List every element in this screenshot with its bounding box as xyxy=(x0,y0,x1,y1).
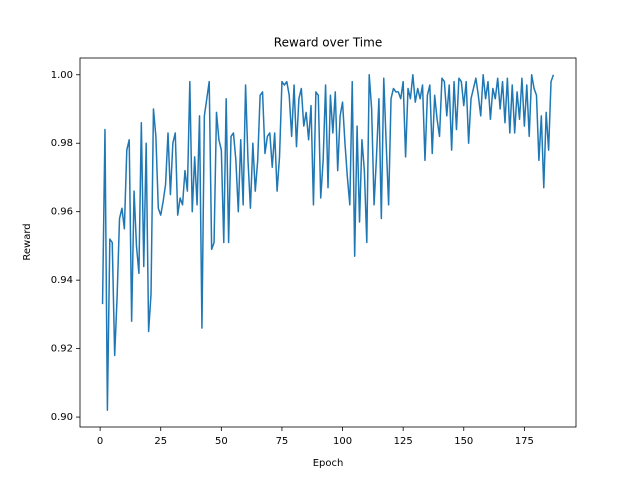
x-tick-label: 125 xyxy=(394,436,413,447)
y-tick-label: 0.98 xyxy=(51,138,73,149)
y-tick-label: 0.90 xyxy=(51,412,73,423)
x-tick-label: 50 xyxy=(215,436,228,447)
x-tick-label: 150 xyxy=(454,436,473,447)
x-tick-label: 175 xyxy=(515,436,534,447)
y-tick-label: 1.00 xyxy=(51,70,73,81)
chart-title: Reward over Time xyxy=(274,36,382,50)
x-axis-label: Epoch xyxy=(313,458,344,469)
y-tick-label: 0.96 xyxy=(51,207,73,218)
y-tick-label: 0.94 xyxy=(51,275,73,286)
x-tick-label: 0 xyxy=(97,436,103,447)
plot-frame xyxy=(79,57,577,428)
x-tick-label: 25 xyxy=(154,436,167,447)
y-tick-label: 0.92 xyxy=(51,344,73,355)
x-tick-label: 100 xyxy=(333,436,352,447)
series-line xyxy=(101,74,555,411)
y-axis-label: Reward xyxy=(22,223,33,260)
x-tick-label: 75 xyxy=(276,436,289,447)
